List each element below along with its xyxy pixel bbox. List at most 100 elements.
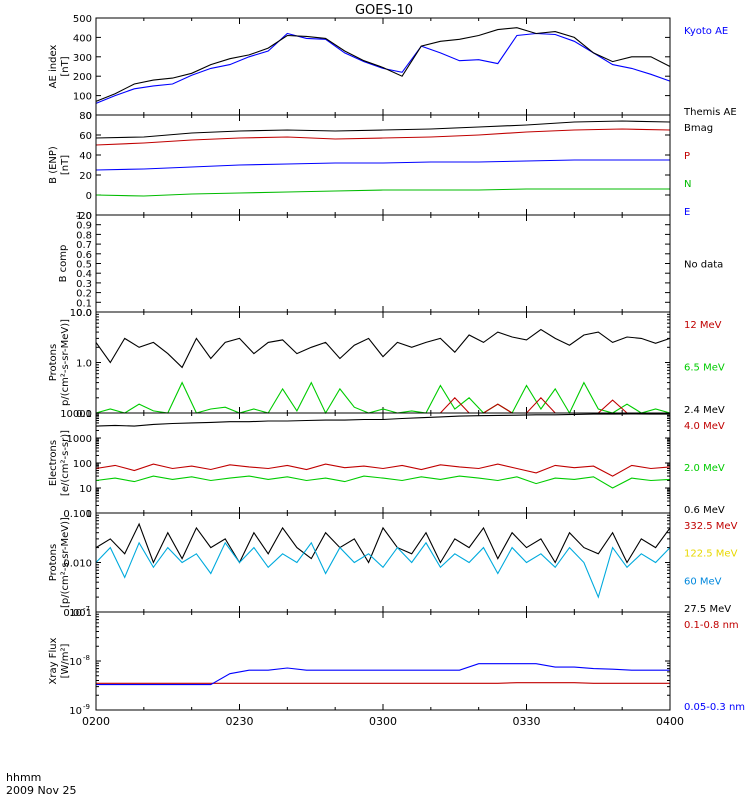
y-tick-label: 0.6: [76, 250, 92, 261]
y-tick-label: 300: [73, 53, 92, 64]
y-axis-label: [nT]: [60, 56, 71, 76]
series-line-7-1: [96, 682, 670, 684]
y-tick-exponent: -7: [83, 605, 90, 613]
series-line-6-1: [95, 522, 671, 564]
series-line-1-1: [95, 32, 671, 104]
legend-entry: 332.5 MeV: [684, 521, 738, 532]
x-tick-label: 0230: [226, 715, 254, 728]
y-axis-label: Protons: [48, 544, 59, 581]
legend-entry: N: [684, 179, 691, 190]
legend-entry: 6.5 MeV: [684, 363, 725, 374]
y-tick-label: 0.2: [76, 289, 92, 300]
series-line-2-1: [95, 120, 671, 139]
series-line-4-2: [95, 381, 671, 415]
y-tick-label: -20: [76, 211, 92, 222]
legend-entry: 0.1-0.8 nm: [684, 620, 739, 631]
y-tick-label: 20: [79, 171, 92, 182]
y-tick-label: 10: [69, 608, 82, 619]
y-tick-label: 1: [86, 509, 92, 520]
y-tick-label: 60: [79, 131, 92, 142]
legend-entry: 4.0 MeV: [684, 421, 725, 432]
series-line-4-1: [95, 328, 671, 369]
y-tick-label: 0.9: [76, 221, 92, 232]
chart-title: GOES-10: [355, 3, 413, 18]
legend-entry: 2.0 MeV: [684, 463, 725, 474]
y-tick-label: 0.8: [76, 230, 92, 241]
legend-entry: 60 MeV: [684, 576, 722, 587]
y-axis-label: [e/(cm²-s-sr)]: [60, 430, 71, 496]
series-line-5-2: [95, 475, 671, 489]
y-tick-label: 40: [79, 151, 92, 162]
panel-frame: [95, 611, 671, 711]
y-tick-label: 0.3: [76, 279, 92, 290]
y-axis-label: p/(cm²-s-sr-MeV)]: [60, 319, 71, 406]
y-axis-label: B comp: [58, 245, 69, 283]
legend-entry: P: [684, 151, 690, 162]
footer-time-label: hhmm: [6, 771, 41, 784]
series-line-7-2: [96, 663, 670, 686]
y-tick-label: 0.7: [76, 240, 92, 251]
series-line-2-3: [95, 188, 670, 197]
y-tick-label: 0.5: [76, 260, 92, 271]
y-axis-label: Electrons: [48, 440, 59, 486]
series-line-6-2: [95, 541, 671, 599]
series-line-5-3: [95, 463, 671, 477]
series-line-2-2: [95, 128, 671, 146]
x-tick-label: 0200: [82, 715, 110, 728]
y-axis-label: [W/m²]: [60, 643, 71, 678]
y-tick-label: 0: [86, 111, 92, 122]
y-tick-label: 100: [73, 92, 92, 103]
panel-6: 0.001 0.010 0.100 Protons [p/(cm²-s-sr-MeV)]…: [48, 509, 738, 619]
y-tick-label: 1.0: [76, 211, 92, 222]
x-tick-label: 0300: [369, 715, 397, 728]
y-tick-exponent: -8: [83, 654, 90, 662]
panel-1: 0 100 200 300 400 500 AE index [nT] Kyoto AE Them…: [48, 14, 737, 122]
legend-entry: 12 MeV: [684, 320, 722, 331]
y-tick-label: 0.010: [63, 559, 92, 570]
legend-entry: Kyoto AE: [684, 26, 728, 37]
y-axis-label: B (ENP): [48, 146, 59, 184]
y-tick-label: 10: [69, 657, 82, 668]
y-axis-label: [p/(cm²-s-sr-MeV)]: [60, 517, 71, 608]
series-line-1-2: [95, 27, 671, 102]
y-tick-label: 500: [73, 14, 92, 25]
y-tick-label: 10000: [60, 409, 92, 420]
legend-entry: 2.4 MeV: [684, 405, 725, 416]
y-tick-label: 0.1: [76, 409, 92, 420]
legend-entry: 122.5 MeV: [684, 549, 738, 560]
x-tick-label: 0400: [656, 715, 684, 728]
y-tick-label: 400: [73, 33, 92, 44]
footer-date-label: 2009 Nov 25: [6, 784, 76, 797]
y-tick-label: 10: [69, 706, 82, 717]
y-tick-label: 0: [86, 191, 92, 202]
legend-entry: 0.05-0.3 nm: [684, 702, 745, 713]
y-tick-label: 0.001: [63, 608, 92, 619]
y-axis-label: Xray Flux: [48, 637, 59, 684]
y-tick-label: 0.100: [63, 509, 92, 520]
y-tick-label: 80: [79, 111, 92, 122]
legend-entry: No data: [684, 260, 723, 271]
y-tick-label: 200: [73, 72, 92, 83]
y-tick-exponent: -9: [83, 703, 90, 711]
y-tick-label: 0.1: [76, 298, 92, 309]
y-tick-label: 1000: [67, 434, 92, 445]
y-tick-label: 0.4: [76, 269, 92, 280]
y-tick-label: 1.0: [76, 359, 92, 370]
y-axis-label: AE index: [48, 45, 59, 89]
y-tick-label: 0.0: [76, 308, 92, 319]
legend-entry: Bmag: [684, 123, 713, 134]
series-line-2-4: [95, 159, 670, 171]
series-line-5-1: [95, 413, 670, 427]
y-axis-label: Protons: [48, 344, 59, 381]
x-tick-label: 0330: [513, 715, 541, 728]
legend-entry: 0.6 MeV: [684, 505, 725, 516]
y-tick-label: 100: [73, 459, 92, 470]
y-axis-label: [nT]: [60, 155, 71, 175]
y-tick-label: 10.0: [70, 308, 92, 319]
y-tick-label: 10: [79, 484, 92, 495]
